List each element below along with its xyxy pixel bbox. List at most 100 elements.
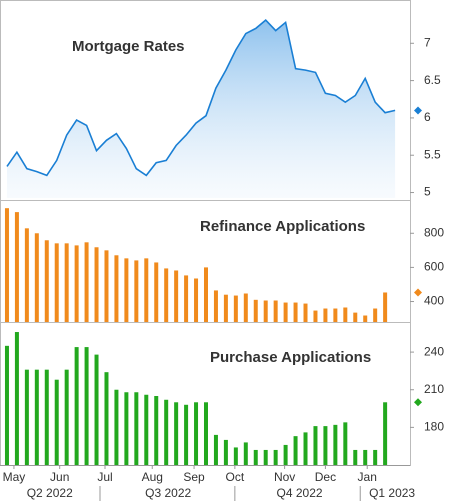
quarter-label: Q3 2022 bbox=[145, 486, 191, 500]
bar bbox=[293, 436, 298, 465]
bar bbox=[114, 389, 119, 465]
bar bbox=[14, 212, 19, 322]
bar bbox=[194, 402, 199, 465]
bar bbox=[184, 404, 189, 465]
bar bbox=[333, 424, 338, 465]
x-tick-label: Dec bbox=[315, 470, 336, 484]
bar bbox=[333, 308, 338, 322]
x-tick-label: Oct bbox=[226, 470, 245, 484]
panel-title: Refinance Applications bbox=[200, 218, 365, 235]
bar bbox=[194, 278, 199, 322]
quarter-label: Q4 2022 bbox=[277, 486, 323, 500]
line bbox=[6, 19, 396, 177]
bar bbox=[313, 310, 318, 322]
bar bbox=[313, 426, 318, 465]
last-value-marker bbox=[414, 398, 422, 407]
bar bbox=[114, 255, 119, 322]
x-tick-label: Jul bbox=[97, 470, 112, 484]
last-value-marker bbox=[414, 106, 422, 115]
bar bbox=[263, 449, 268, 465]
bar bbox=[343, 307, 348, 322]
bar bbox=[164, 399, 169, 465]
bar bbox=[24, 228, 29, 322]
y-tick-label: 600 bbox=[424, 260, 444, 274]
x-tick-label: Jun bbox=[50, 470, 69, 484]
bar bbox=[283, 302, 288, 322]
bar bbox=[4, 208, 9, 322]
bar bbox=[144, 258, 149, 322]
bar bbox=[233, 295, 238, 322]
panel-title: Mortgage Rates bbox=[72, 38, 185, 55]
bar bbox=[243, 293, 248, 322]
bar bbox=[184, 275, 189, 322]
x-tick-label: May bbox=[3, 470, 26, 484]
bar bbox=[54, 379, 59, 465]
bar bbox=[213, 290, 218, 322]
bar bbox=[263, 300, 268, 322]
bar bbox=[373, 449, 378, 465]
last-value-marker bbox=[414, 288, 422, 297]
bar bbox=[293, 302, 298, 322]
bar bbox=[64, 243, 69, 322]
bar bbox=[94, 247, 99, 322]
bar bbox=[213, 434, 218, 465]
bar bbox=[24, 369, 29, 465]
y-tick-label: 180 bbox=[424, 420, 444, 434]
y-tick-label: 5 bbox=[424, 185, 431, 199]
bar bbox=[14, 332, 19, 465]
bar bbox=[4, 345, 9, 465]
bar bbox=[233, 447, 238, 465]
y-tick-label: 400 bbox=[424, 294, 444, 308]
x-tick-label: Jan bbox=[358, 470, 377, 484]
y-tick-label: 5.5 bbox=[424, 147, 441, 161]
bar bbox=[44, 369, 49, 465]
bar bbox=[253, 449, 258, 465]
y-tick-label: 240 bbox=[424, 344, 444, 358]
bar bbox=[144, 394, 149, 465]
x-tick-label: Nov bbox=[274, 470, 295, 484]
bar bbox=[154, 262, 159, 322]
bar bbox=[383, 292, 388, 322]
area bbox=[6, 20, 396, 198]
bar bbox=[253, 299, 258, 322]
bar bbox=[34, 369, 39, 465]
bar bbox=[174, 402, 179, 465]
x-tick-label: Aug bbox=[142, 470, 163, 484]
bar bbox=[84, 242, 89, 322]
bar bbox=[283, 444, 288, 465]
bar bbox=[363, 449, 368, 465]
bar bbox=[303, 303, 308, 322]
bar bbox=[203, 267, 208, 322]
bar bbox=[363, 315, 368, 322]
bar bbox=[243, 442, 248, 465]
y-tick-label: 210 bbox=[424, 382, 444, 396]
quarter-label: Q1 2023 bbox=[369, 486, 415, 500]
bar bbox=[154, 396, 159, 465]
bar bbox=[164, 268, 169, 322]
bar bbox=[104, 250, 109, 322]
x-tick-label: Sep bbox=[183, 470, 205, 484]
bar bbox=[273, 449, 278, 465]
bar bbox=[74, 347, 79, 465]
bar bbox=[323, 426, 328, 465]
bar bbox=[34, 233, 39, 322]
quarter-label: Q2 2022 bbox=[27, 486, 73, 500]
bar bbox=[134, 260, 139, 322]
bar bbox=[303, 432, 308, 465]
bar bbox=[353, 449, 358, 465]
bar bbox=[383, 402, 388, 465]
bar bbox=[343, 422, 348, 465]
bar bbox=[94, 354, 99, 465]
bar bbox=[104, 372, 109, 465]
bar bbox=[353, 312, 358, 322]
bar bbox=[124, 258, 129, 322]
bar bbox=[373, 308, 378, 322]
bar bbox=[54, 243, 59, 322]
bar bbox=[64, 369, 69, 465]
panel-title: Purchase Applications bbox=[210, 349, 371, 366]
bar bbox=[223, 439, 228, 465]
bar bbox=[134, 392, 139, 465]
bar bbox=[84, 347, 89, 465]
bar bbox=[124, 392, 129, 465]
